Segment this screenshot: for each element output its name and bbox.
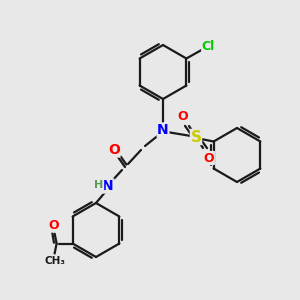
Text: N: N: [157, 123, 169, 137]
Text: O: O: [204, 152, 214, 164]
Text: S: S: [190, 130, 202, 145]
Text: CH₃: CH₃: [44, 256, 65, 266]
Text: N: N: [102, 179, 114, 193]
Text: O: O: [48, 219, 59, 232]
Text: H: H: [94, 180, 103, 190]
Text: O: O: [178, 110, 188, 122]
Text: Cl: Cl: [202, 40, 215, 53]
Text: O: O: [108, 143, 120, 157]
